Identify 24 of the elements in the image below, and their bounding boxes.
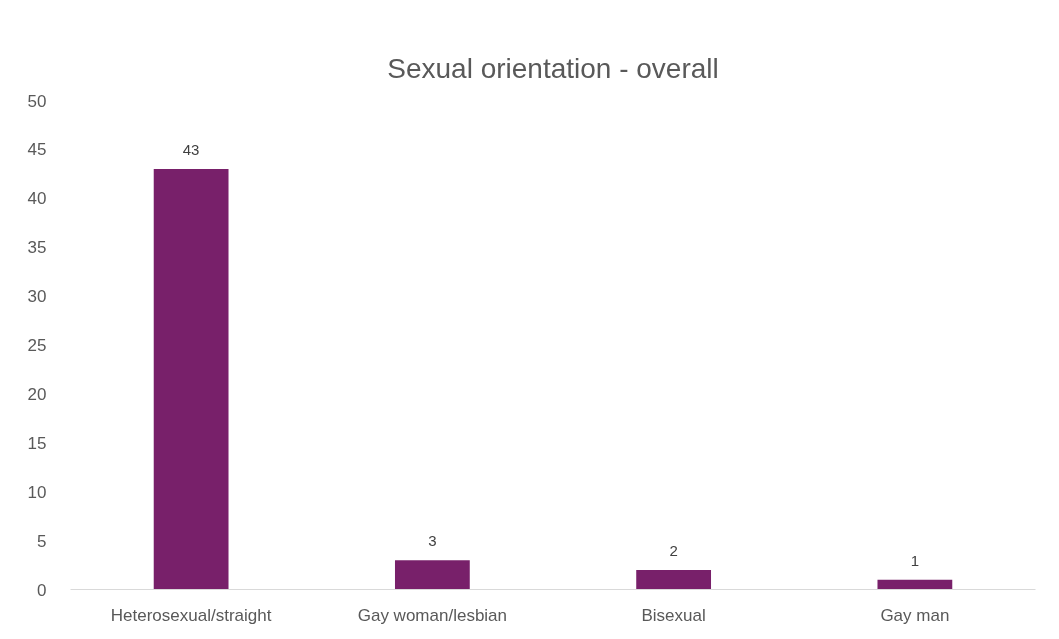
y-tick-label: 50 — [27, 91, 47, 111]
y-tick-label: 15 — [27, 433, 47, 453]
y-tick-label: 45 — [27, 140, 47, 160]
chart-title: Sexual orientation - overall — [387, 52, 719, 84]
x-tick-label: Heterosexual/straight — [110, 605, 272, 625]
bar — [394, 560, 470, 590]
y-tick-label: 10 — [27, 482, 47, 502]
y-tick-label: 5 — [37, 531, 47, 551]
y-tick-label: 30 — [27, 287, 47, 307]
y-tick-label: 35 — [27, 238, 47, 258]
y-tick-label: 20 — [27, 384, 47, 404]
bar — [636, 569, 712, 590]
y-tick-label: 40 — [27, 189, 47, 209]
x-tick-label: Gay woman/lesbian — [357, 605, 508, 625]
bar — [153, 168, 229, 590]
data-label: 2 — [669, 541, 678, 559]
bar — [877, 579, 953, 590]
x-tick-label: Bisexual — [641, 605, 706, 625]
data-label: 1 — [910, 551, 920, 569]
data-label: 3 — [428, 532, 437, 550]
y-tick-label: 25 — [27, 336, 47, 355]
x-tick-label: Gay man — [880, 605, 950, 625]
y-tick-label: 0 — [37, 580, 47, 600]
data-label: 43 — [182, 140, 200, 158]
